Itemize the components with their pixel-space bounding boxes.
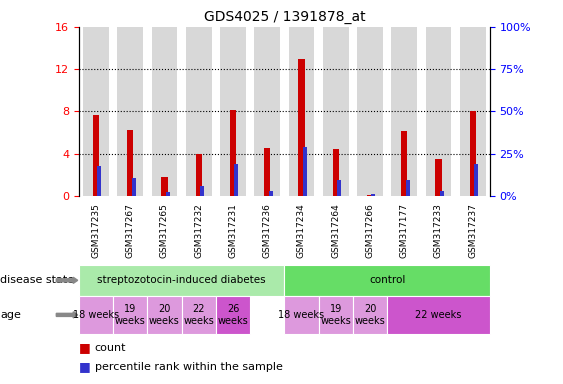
Bar <box>367 195 373 196</box>
Bar <box>405 180 410 196</box>
Text: streptozotocin-induced diabetes: streptozotocin-induced diabetes <box>97 275 266 285</box>
Bar <box>337 180 341 196</box>
Title: GDS4025 / 1391878_at: GDS4025 / 1391878_at <box>203 10 365 25</box>
Bar <box>254 27 280 196</box>
Text: 22
weeks: 22 weeks <box>184 304 214 326</box>
Bar <box>162 177 168 196</box>
Bar <box>195 154 202 196</box>
Bar <box>151 27 177 196</box>
Bar <box>303 147 307 196</box>
Bar <box>372 194 376 196</box>
Text: 20
weeks: 20 weeks <box>355 304 385 326</box>
Bar <box>132 178 136 196</box>
Text: age: age <box>0 310 21 320</box>
Bar <box>470 111 476 196</box>
Text: 19
weeks: 19 weeks <box>320 304 351 326</box>
Text: 19
weeks: 19 weeks <box>115 304 146 326</box>
Text: disease state: disease state <box>0 275 74 285</box>
Bar <box>440 190 444 196</box>
Bar <box>117 27 143 196</box>
Bar <box>264 148 270 196</box>
Text: ■: ■ <box>79 360 91 373</box>
Text: control: control <box>369 275 405 285</box>
Bar <box>97 166 101 196</box>
Bar <box>474 164 478 196</box>
Text: 18 weeks: 18 weeks <box>278 310 324 320</box>
Bar <box>234 164 238 196</box>
Bar <box>357 27 383 196</box>
Bar <box>391 27 417 196</box>
Text: ■: ■ <box>79 341 91 354</box>
Bar <box>323 27 348 196</box>
Text: count: count <box>95 343 126 353</box>
Bar <box>298 59 305 196</box>
Text: 18 weeks: 18 weeks <box>73 310 119 320</box>
Bar <box>200 186 204 196</box>
Bar <box>333 149 339 196</box>
Bar <box>460 27 485 196</box>
Text: 20
weeks: 20 weeks <box>149 304 180 326</box>
Bar <box>186 27 212 196</box>
Text: 26
weeks: 26 weeks <box>217 304 248 326</box>
Bar <box>426 27 452 196</box>
Bar <box>435 159 441 196</box>
Bar <box>401 131 407 196</box>
Bar <box>230 110 236 196</box>
Bar <box>93 114 99 196</box>
Bar <box>289 27 314 196</box>
Bar <box>166 192 170 196</box>
Text: 22 weeks: 22 weeks <box>415 310 462 320</box>
Bar <box>127 131 133 196</box>
Bar <box>83 27 109 196</box>
Bar <box>220 27 246 196</box>
Text: percentile rank within the sample: percentile rank within the sample <box>95 362 283 372</box>
Bar <box>269 190 272 196</box>
